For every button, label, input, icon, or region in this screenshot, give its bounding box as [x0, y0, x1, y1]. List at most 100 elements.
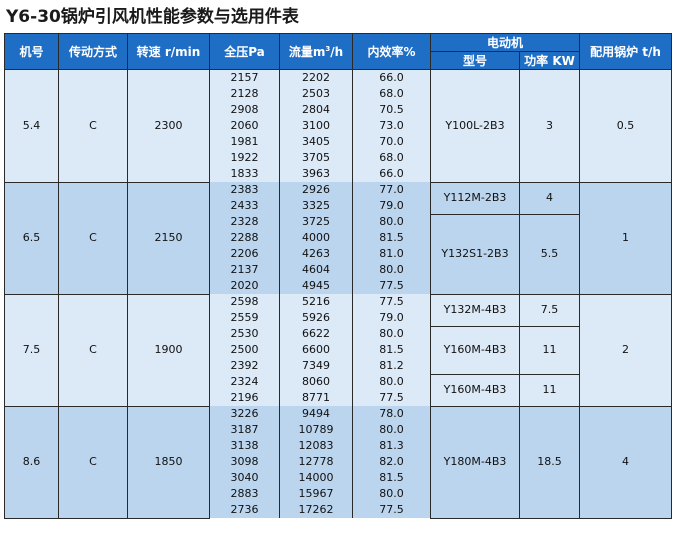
table-row: 2137 4604 80.0 — [5, 262, 672, 278]
header-boiler: 配用锅炉 t/h — [579, 33, 673, 70]
efficiency-cell: 80.0 — [352, 486, 431, 502]
pressure-cell: 1833 — [209, 166, 280, 182]
drive-cell: C — [58, 181, 128, 295]
drive-cell: C — [58, 69, 128, 183]
flow-cell: 10789 — [279, 422, 353, 438]
flow-cell: 14000 — [279, 470, 353, 486]
table-row: 1922 3705 68.0 — [5, 150, 672, 166]
efficiency-cell: 80.0 — [352, 262, 431, 278]
table-row: 2206 4263 81.0 — [5, 246, 672, 262]
flow-cell: 8060 — [279, 374, 353, 390]
pressure-cell: 2530 — [209, 326, 280, 342]
boiler-cell: 2 — [579, 293, 673, 407]
efficiency-cell: 78.0 — [352, 406, 431, 422]
pressure-cell: 2383 — [209, 182, 280, 198]
flow-cell: 2804 — [279, 102, 353, 118]
motor-type-cell: Y112M-2B3 — [430, 181, 520, 215]
table-row: 1981 3405 70.0 — [5, 134, 672, 150]
fan-spec-table: 机号 传动方式 转速 r/min 全压Pa 流量m3/h 内效率% 电动机 配用… — [4, 33, 673, 519]
table-row: 2883 15967 80.0 — [5, 486, 672, 502]
pressure-cell: 2060 — [209, 118, 280, 134]
pressure-cell: 2908 — [209, 102, 280, 118]
motor-power-cell: 5.5 — [518, 213, 581, 295]
pressure-cell: 2559 — [209, 310, 280, 326]
motor-power-cell: 7.5 — [518, 293, 581, 327]
table-row: 2128 2503 68.0 — [5, 86, 672, 102]
table-row: 5.4 C 2300 2157 2202 66.0 Y100L-2B3 3 0.5 — [4, 69, 673, 183]
efficiency-cell: 81.2 — [352, 358, 431, 374]
efficiency-cell: 70.0 — [352, 134, 431, 150]
pressure-cell: 3098 — [209, 454, 280, 470]
pressure-cell: 2328 — [209, 214, 280, 230]
flow-cell: 8771 — [279, 390, 353, 406]
motor-power-cell: 11 — [518, 325, 581, 375]
boiler-cell: 4 — [579, 405, 673, 519]
flow-cell: 3963 — [279, 166, 353, 182]
pressure-cell: 2392 — [209, 358, 280, 374]
efficiency-cell: 68.0 — [352, 86, 431, 102]
efficiency-cell: 68.0 — [352, 150, 431, 166]
speed-cell: 2150 — [127, 181, 210, 295]
boiler-cell: 1 — [579, 181, 673, 295]
flow-cell: 12778 — [279, 454, 353, 470]
pressure-cell: 2324 — [209, 374, 280, 390]
efficiency-cell: 81.5 — [352, 470, 431, 486]
table-row: 2288 4000 81.5 — [5, 230, 672, 246]
table-row: 7.5 C 1900 2598 5216 77.5 Y132M-4B3 7.5 2 — [4, 293, 673, 407]
efficiency-cell: 77.5 — [352, 502, 431, 518]
flow-cell: 4604 — [279, 262, 353, 278]
header-motor: 电动机 — [429, 33, 581, 52]
header-drive: 传动方式 — [58, 33, 128, 70]
pressure-cell: 1981 — [209, 134, 280, 150]
pressure-cell: 2883 — [209, 486, 280, 502]
efficiency-cell: 66.0 — [352, 69, 431, 86]
pressure-cell: 3138 — [209, 438, 280, 454]
pressure-cell: 2433 — [209, 198, 280, 214]
motor-type-cell: Y180M-4B3 — [430, 405, 520, 519]
motor-type-cell: Y160M-4B3 — [430, 325, 520, 375]
model-no-cell: 5.4 — [4, 69, 59, 183]
flow-cell: 17262 — [279, 502, 353, 518]
efficiency-cell: 81.5 — [352, 342, 431, 358]
flow-cell: 15967 — [279, 486, 353, 502]
efficiency-cell: 73.0 — [352, 118, 431, 134]
efficiency-cell: 79.0 — [352, 198, 431, 214]
header-flow-prefix: 流量m — [288, 45, 326, 59]
flow-cell: 2202 — [279, 69, 353, 86]
efficiency-cell: 80.0 — [352, 422, 431, 438]
table-row: 2500 6600 81.5 — [5, 342, 672, 358]
efficiency-cell: 82.0 — [352, 454, 431, 470]
header-speed: 转速 r/min — [127, 33, 210, 70]
pressure-cell: 2157 — [209, 69, 280, 86]
flow-cell: 3325 — [279, 198, 353, 214]
efficiency-cell: 81.3 — [352, 438, 431, 454]
motor-power-cell: 18.5 — [518, 405, 581, 519]
pressure-cell: 2288 — [209, 230, 280, 246]
efficiency-cell: 77.5 — [352, 278, 431, 294]
table-row: 2559 5926 79.0 — [5, 310, 672, 326]
table-row: 3098 12778 82.0 — [5, 454, 672, 470]
table-row: 3187 10789 80.0 — [5, 422, 672, 438]
pressure-cell: 2598 — [209, 294, 280, 310]
flow-cell: 4000 — [279, 230, 353, 246]
table-row: 2060 3100 73.0 — [5, 118, 672, 134]
speed-cell: 2300 — [127, 69, 210, 183]
model-no-cell: 8.6 — [4, 405, 59, 519]
header-motor-power: 功率 KW — [518, 51, 581, 70]
efficiency-cell: 77.5 — [352, 390, 431, 406]
motor-power-cell: 11 — [518, 373, 581, 407]
motor-type-cell: Y160M-4B3 — [430, 373, 520, 407]
header-model-no: 机号 — [4, 33, 59, 70]
efficiency-cell: 81.0 — [352, 246, 431, 262]
motor-power-cell: 4 — [518, 181, 581, 215]
flow-cell: 6600 — [279, 342, 353, 358]
pressure-cell: 2137 — [209, 262, 280, 278]
pressure-cell: 3226 — [209, 406, 280, 422]
flow-cell: 3405 — [279, 134, 353, 150]
flow-cell: 3725 — [279, 214, 353, 230]
table-row: 2196 8771 77.5 — [5, 390, 672, 406]
model-no-cell: 6.5 — [4, 181, 59, 295]
table-row: 2736 17262 77.5 — [5, 502, 672, 518]
table-row: 1833 3963 66.0 — [5, 166, 672, 182]
efficiency-cell: 80.0 — [352, 374, 431, 390]
